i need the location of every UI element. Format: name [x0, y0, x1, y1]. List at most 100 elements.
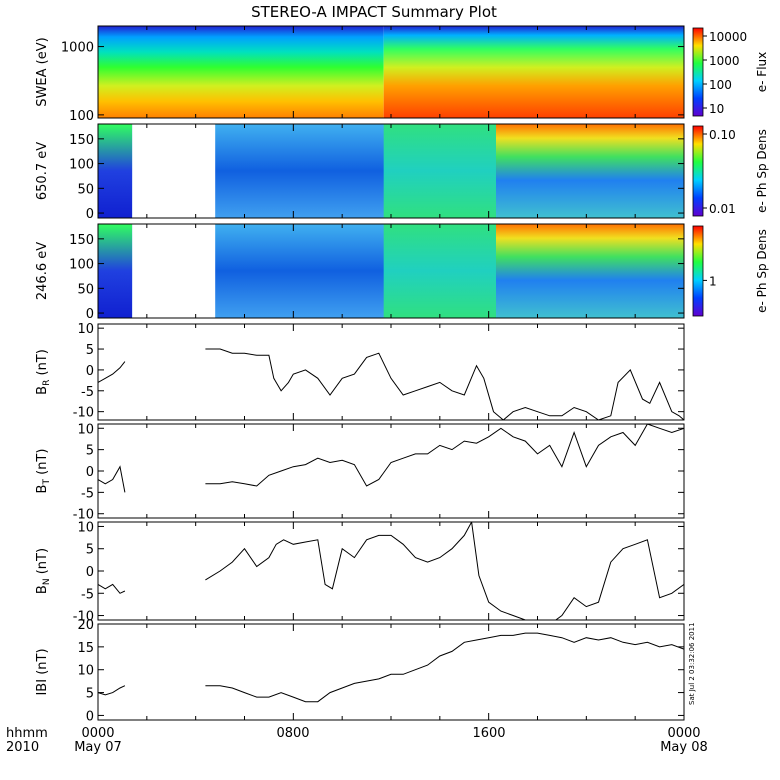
panel-frame	[97, 521, 685, 621]
y-axis-label: IBI (nT)	[35, 648, 50, 695]
panel-frame	[97, 623, 685, 721]
plot-title: STEREO-A IMPACT Summary Plot	[251, 3, 497, 21]
colorbar-label: e- Ph Sp Dens	[755, 229, 769, 313]
series-line	[205, 522, 684, 620]
y-tick-label: -10	[73, 508, 94, 523]
hhmm-label: hhmm	[6, 726, 48, 741]
y-tick-label: 0	[86, 465, 94, 480]
y-tick-label: 150	[69, 233, 94, 248]
y-tick-label: 10	[77, 422, 94, 437]
y-tick-label: 5	[86, 687, 94, 702]
series-line	[98, 361, 126, 383]
colorbar: 0.10 0.01 e- Ph Sp Dens	[692, 125, 769, 217]
y-tick-label: 5	[86, 444, 94, 459]
y-tick-label: 0	[86, 565, 94, 580]
x-tick-label: 1600	[472, 726, 505, 741]
y-tick-label: 0	[86, 307, 94, 322]
y-axis-label: BR (nT)	[35, 349, 52, 395]
x-date-label: May 08	[660, 740, 708, 755]
y-tick-label: -10	[73, 406, 94, 421]
colorbar-tick-label: 10000	[709, 30, 747, 44]
series-line	[98, 465, 126, 493]
spectrogram-band	[98, 224, 133, 318]
panel-7: 20 15 10 5 0 IBI (nT)	[35, 618, 685, 724]
y-tick-label: 0	[86, 364, 94, 379]
colorbar-gradient	[692, 225, 704, 317]
spectrogram-band	[98, 26, 384, 118]
colorbar-tick-label: 1000	[709, 54, 740, 68]
spectrogram-band	[98, 124, 133, 218]
y-axis-label-unit: (nT)	[35, 349, 50, 379]
y-tick-label: 0	[86, 709, 94, 724]
x-tick-label: 0000	[667, 726, 700, 741]
x-date-label: May 07	[74, 740, 122, 755]
y-tick-label: 5	[86, 543, 94, 558]
colorbar-tick-label: 1	[709, 274, 717, 288]
y-tick-label: 20	[77, 618, 94, 633]
y-axis-label-unit: (nT)	[35, 648, 50, 678]
panel-5: 10 5 0 -5 -10 BT (nT)	[35, 422, 685, 523]
y-axis-label-main: B	[35, 585, 50, 594]
series-line-group	[98, 424, 684, 493]
y-axis-label-sub: T	[42, 479, 52, 486]
spectrogram	[98, 124, 684, 218]
y-tick-label: 50	[77, 182, 94, 197]
y-tick-label: -5	[81, 486, 94, 501]
panel-6: 10 5 0 -5 -10 BN (nT)	[35, 520, 685, 625]
y-axis-label: SWEA (eV)	[35, 37, 50, 106]
panel-3: 1 e- Ph Sp Dens 150 100 50 0 246.6 eV	[35, 223, 769, 322]
y-axis-label: 246.6 eV	[35, 242, 50, 300]
y-tick-label: 100	[69, 258, 94, 273]
series-line	[205, 348, 684, 420]
y-axis-label: BT (nT)	[35, 449, 52, 494]
colorbar-tick-label: 10	[709, 102, 724, 116]
series-line	[98, 583, 126, 594]
spectrogram-band	[495, 124, 684, 218]
data-gap	[132, 224, 216, 318]
y-tick-label: 15	[77, 641, 94, 656]
y-axis-label-main: B	[35, 485, 50, 494]
series-line-group	[98, 522, 684, 620]
colorbar: 1 e- Ph Sp Dens	[692, 225, 769, 317]
y-tick-label: 1000	[61, 41, 94, 56]
year-label: 2010	[6, 740, 39, 755]
colorbar-gradient	[692, 27, 704, 117]
y-axis-label: BN (nT)	[35, 548, 52, 594]
y-tick-label: 10	[77, 664, 94, 679]
spectrogram-band	[383, 26, 684, 118]
series-line	[205, 424, 684, 487]
colorbar-label: e- Ph Sp Dens	[755, 129, 769, 213]
y-tick-label: 5	[86, 343, 94, 358]
y-tick-label: 100	[69, 109, 94, 124]
y-tick-label: 10	[77, 520, 94, 535]
time-axis: hhmm 2010 0000 0800 1600 0000 May 07 May…	[6, 726, 708, 755]
y-tick-label: 0	[86, 207, 94, 222]
colorbar: 10000 1000 100 10 e- Flux	[692, 27, 769, 117]
y-tick-label: 10	[77, 322, 94, 337]
y-tick-label: -10	[73, 610, 94, 625]
y-tick-label: 100	[69, 158, 94, 173]
colorbar-tick-label: 0.10	[709, 128, 736, 142]
y-tick-label: -5	[81, 385, 94, 400]
spectrogram-band	[383, 224, 496, 318]
panel-frame	[97, 323, 685, 421]
data-gap	[132, 124, 216, 218]
spectrogram-band	[383, 124, 496, 218]
y-axis-label-unit: (nT)	[35, 548, 50, 578]
series-line	[98, 685, 126, 696]
panel-4: 10 5 0 -5 -10 BR (nT)	[35, 322, 685, 421]
x-tick-label: 0000	[81, 726, 114, 741]
colorbar-gradient	[692, 125, 704, 217]
panel-2: 0.10 0.01 e- Ph Sp Dens 150 100 50 0 650.7 eV	[35, 123, 769, 222]
y-axis-label-unit: (nT)	[35, 449, 50, 479]
timestamp: Sat Jul 2 03:32:06 2011	[688, 622, 696, 705]
y-tick-label: 50	[77, 282, 94, 297]
panel-1: 10000 1000 100 10 e- Flux 1000 100 SWEA (eV)	[35, 25, 769, 124]
spectrogram	[98, 224, 684, 318]
y-tick-label: 150	[69, 133, 94, 148]
y-axis-label-main: IBI	[35, 679, 50, 696]
colorbar-label: e- Flux	[755, 52, 769, 92]
y-tick-label: -5	[81, 587, 94, 602]
